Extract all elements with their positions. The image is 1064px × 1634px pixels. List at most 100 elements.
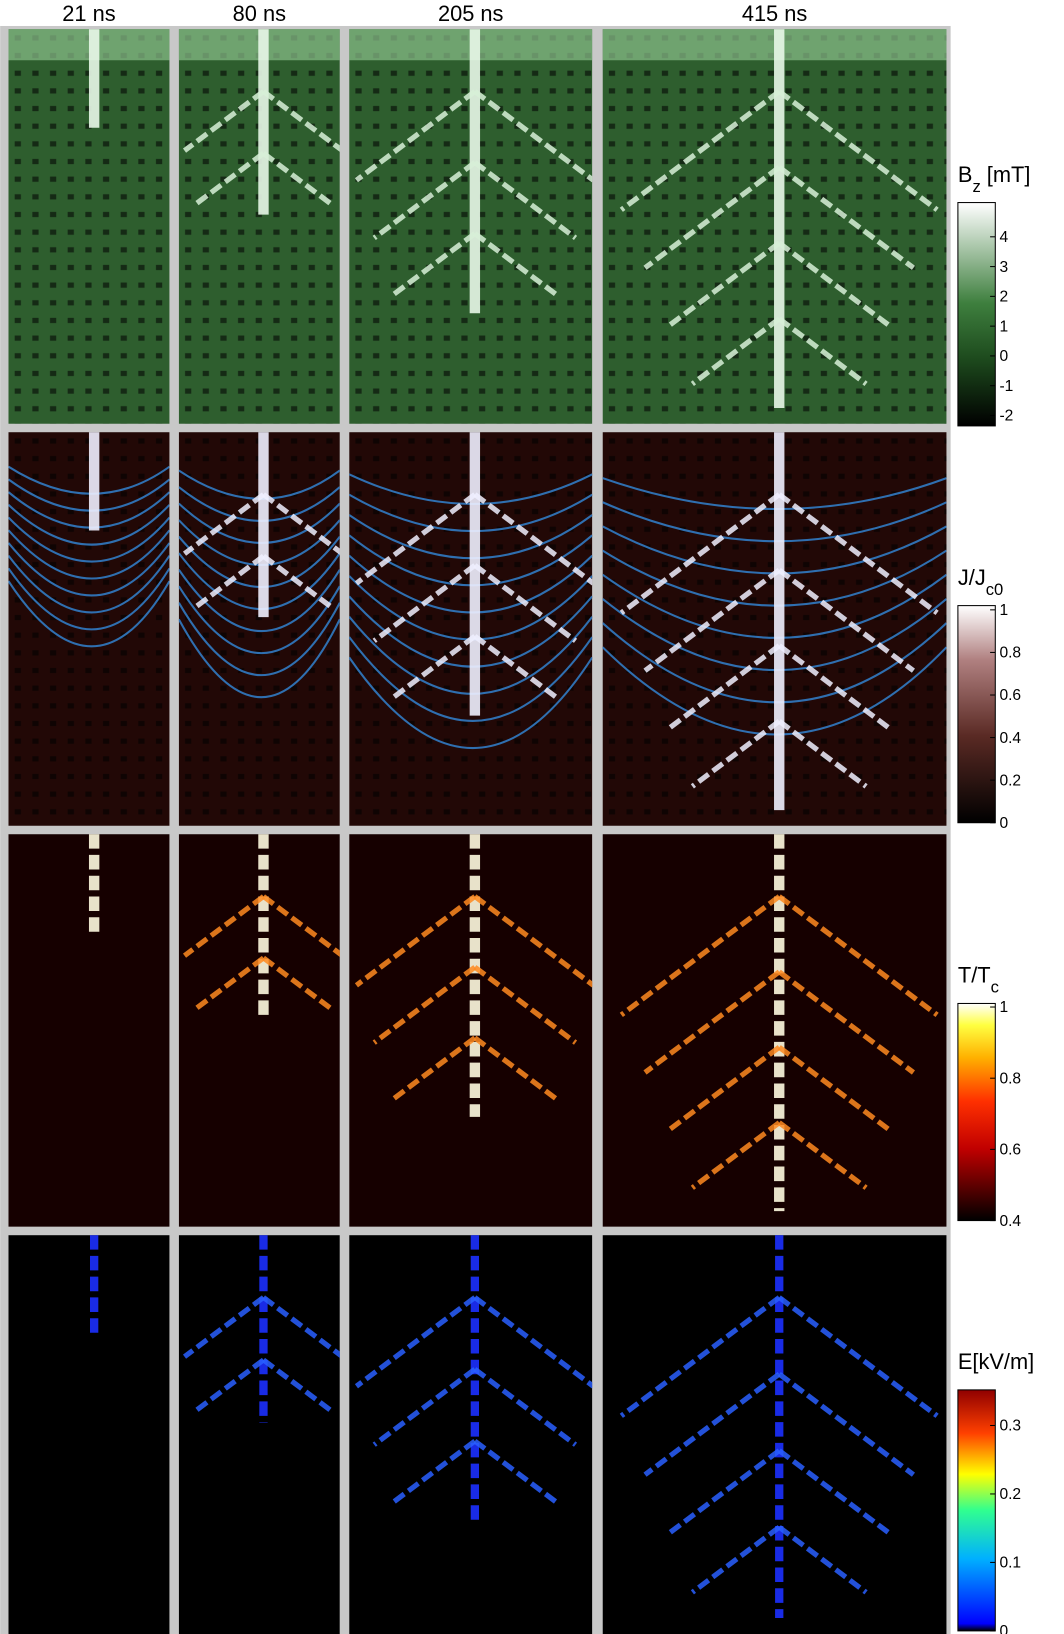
contour-line: [8, 567, 170, 631]
avalanche-branch: [777, 165, 915, 270]
simulation-panel: [602, 29, 947, 424]
colorbar-label-subscript: c0: [986, 579, 1004, 598]
contour-line: [178, 602, 340, 676]
avalanche-branch: [643, 969, 781, 1075]
simulation-panel: [349, 432, 593, 826]
colorbar-tick-label: 0.2: [999, 1486, 1021, 1503]
avalanche-branch: [690, 719, 781, 789]
colorbar-tick-label: 0.8: [999, 1070, 1021, 1087]
avalanche-branch: [182, 894, 266, 958]
avalanche-branch: [182, 492, 266, 556]
colorbar-tick-label: 0.2: [999, 772, 1021, 789]
colorbar-tick-label: 4: [999, 229, 1008, 246]
colorbar-tick-label: 2: [999, 289, 1008, 306]
colorbar-label: J/Jc0: [958, 565, 1003, 599]
column-title: 205 ns: [438, 1, 504, 26]
column-title: 21 ns: [62, 1, 115, 26]
avalanche-branch: [182, 89, 266, 153]
avalanche-branch: [473, 894, 593, 988]
avalanche-branch: [261, 955, 333, 1011]
colorbar-tick-label: 0: [999, 1623, 1008, 1634]
avalanche-branch: [473, 492, 593, 586]
avalanche-branch: [194, 151, 266, 206]
panel-background: [178, 834, 340, 1227]
avalanche-branch: [473, 965, 578, 1045]
avalanche-branch: [261, 894, 340, 957]
avalanche-branch: [777, 894, 939, 1017]
simulation-panel: [178, 1235, 340, 1634]
colorbar-tick-label: 1: [999, 318, 1008, 335]
colorbar-tick-label: 0.4: [999, 730, 1021, 747]
avalanche-branch: [182, 1295, 266, 1359]
column-title: 80 ns: [233, 1, 286, 26]
colorbar-tick-label: 1: [999, 999, 1008, 1016]
panel-background: [8, 834, 170, 1227]
colorbar-label: T/Tc: [958, 963, 999, 997]
avalanche-branch: [777, 316, 868, 386]
avalanche-branch: [261, 1295, 340, 1358]
avalanche-branch: [261, 1357, 333, 1413]
contour-line: [8, 542, 170, 597]
panel-background: [602, 1235, 947, 1634]
colorbar-label-main: E[kV/m]: [958, 1349, 1034, 1374]
avalanche-branch: [261, 151, 333, 206]
simulation-panel: [349, 29, 593, 424]
colorbar-tick-label: 0.1: [999, 1555, 1021, 1572]
avalanche-branch: [473, 1367, 578, 1447]
avalanche-branch: [619, 894, 781, 1017]
avalanche-branch: [261, 492, 340, 555]
colorbar-tick-label: -2: [999, 408, 1013, 425]
avalanche-branch: [619, 89, 781, 212]
simulation-panel: [602, 1235, 947, 1634]
column-title: 415 ns: [742, 1, 808, 26]
avalanche-branch: [777, 492, 939, 615]
colorbar-tick-label: 0.4: [999, 1213, 1021, 1230]
avalanche-branch: [194, 554, 266, 609]
avalanche-branch: [667, 1045, 781, 1133]
avalanche-branch: [372, 563, 477, 643]
colorbar-tick-label: 0: [999, 348, 1008, 365]
contour-line: [349, 636, 593, 722]
avalanche-branch: [777, 1525, 868, 1595]
simulation-panel: [8, 834, 170, 1227]
avalanche-branch: [643, 165, 781, 270]
colorbar-label-main: T/T: [958, 963, 991, 988]
avalanche-branch: [619, 1295, 781, 1418]
simulation-panel: [178, 29, 340, 424]
contour-line: [178, 569, 340, 633]
avalanche-branch: [690, 316, 781, 386]
avalanche-branch: [194, 955, 266, 1011]
avalanche-branch: [372, 1367, 477, 1447]
avalanche-branch: [473, 563, 578, 643]
simulation-panel: [349, 1235, 593, 1634]
colorbar-label-subscript: c: [991, 977, 999, 996]
panel-background: [178, 1235, 340, 1634]
simulation-panel: [602, 834, 947, 1227]
colorbar-tick-label: 0.6: [999, 1142, 1021, 1159]
simulation-panel: [8, 29, 170, 424]
simulation-panel: [602, 432, 947, 826]
simulation-panel: [178, 432, 340, 826]
avalanche-branch: [354, 894, 477, 988]
colorbar: [957, 1389, 996, 1632]
avalanche-branch: [473, 89, 593, 183]
simulation-panel: [8, 432, 170, 826]
colorbar: [957, 605, 996, 824]
avalanche-branch: [372, 965, 477, 1045]
colorbar: [957, 202, 996, 427]
contour-line: [8, 529, 170, 580]
colorbar-tick-label: 0.3: [999, 1418, 1021, 1435]
avalanche-branch: [354, 492, 477, 586]
avalanche-branch: [667, 240, 781, 328]
colorbar-label-unit: [mT]: [981, 162, 1031, 187]
contour-line: [8, 580, 170, 648]
avalanche-branch: [777, 1448, 892, 1536]
avalanche-branch: [643, 567, 781, 673]
colorbar-label: Bz [mT]: [958, 162, 1031, 196]
avalanche-branch: [777, 1295, 939, 1418]
colorbar-label-subscript: z: [972, 176, 980, 195]
colorbar-tick-label: 0.8: [999, 645, 1021, 662]
colorbar-tick-label: 3: [999, 259, 1008, 276]
avalanche-branch: [777, 89, 939, 212]
